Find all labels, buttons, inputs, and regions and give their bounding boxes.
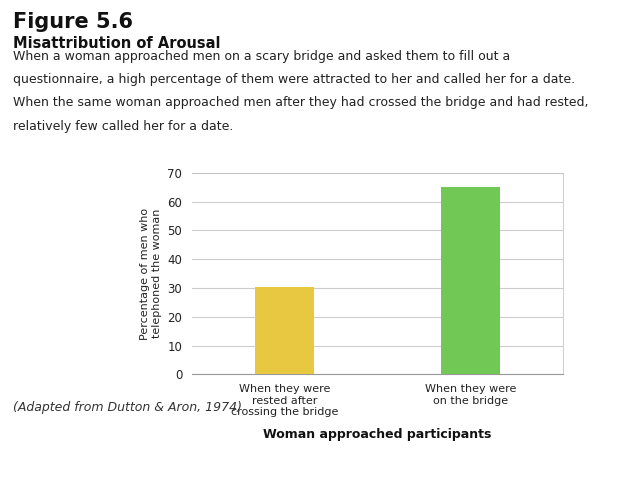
Text: Figure 5.6: Figure 5.6 (13, 12, 133, 32)
Text: (Adapted from Dutton & Aron, 1974): (Adapted from Dutton & Aron, 1974) (13, 401, 242, 414)
X-axis label: Woman approached participants: Woman approached participants (264, 429, 492, 442)
Text: Copyright © 2016, 2013, 2010 Pearson Education, Inc. All Rights Reserved: Copyright © 2016, 2013, 2010 Pearson Edu… (10, 457, 399, 467)
Text: When the same woman approached men after they had crossed the bridge and had res: When the same woman approached men after… (13, 96, 588, 109)
Text: questionnaire, a high percentage of them were attracted to her and called her fo: questionnaire, a high percentage of them… (13, 73, 575, 86)
Text: Misattribution of Arousal: Misattribution of Arousal (13, 36, 220, 51)
Y-axis label: Percentage of men who
telephoned the woman: Percentage of men who telephoned the wom… (140, 207, 162, 340)
Text: PEARSON: PEARSON (534, 453, 630, 471)
Text: relatively few called her for a date.: relatively few called her for a date. (13, 120, 233, 132)
Bar (255, 287, 314, 374)
Text: When a woman approached men on a scary bridge and asked them to fill out a: When a woman approached men on a scary b… (13, 50, 510, 63)
Bar (441, 187, 500, 374)
